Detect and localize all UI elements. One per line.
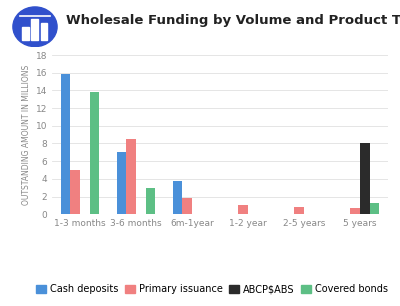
Bar	[126, 139, 136, 214]
Bar	[182, 198, 192, 214]
Bar	[173, 181, 182, 214]
Bar	[238, 205, 248, 214]
Bar	[31, 18, 38, 40]
Bar	[146, 188, 155, 214]
Bar	[350, 208, 360, 214]
Bar	[294, 207, 304, 214]
Bar	[90, 92, 99, 214]
Y-axis label: OUTSTANDING AMOUNT IN MILLIONS: OUTSTANDING AMOUNT IN MILLIONS	[22, 65, 32, 205]
Legend: Cash deposits, Primary issuance, ABCP$ABS, Covered bonds: Cash deposits, Primary issuance, ABCP$AB…	[32, 280, 392, 298]
Bar	[61, 74, 70, 214]
Bar	[40, 23, 47, 40]
Bar	[117, 152, 126, 214]
Text: Wholesale Funding by Volume and Product Type: Wholesale Funding by Volume and Product …	[66, 14, 400, 27]
Circle shape	[13, 7, 57, 47]
Bar	[22, 27, 28, 40]
Bar	[360, 144, 370, 214]
Bar	[370, 203, 379, 214]
Bar	[70, 170, 80, 214]
